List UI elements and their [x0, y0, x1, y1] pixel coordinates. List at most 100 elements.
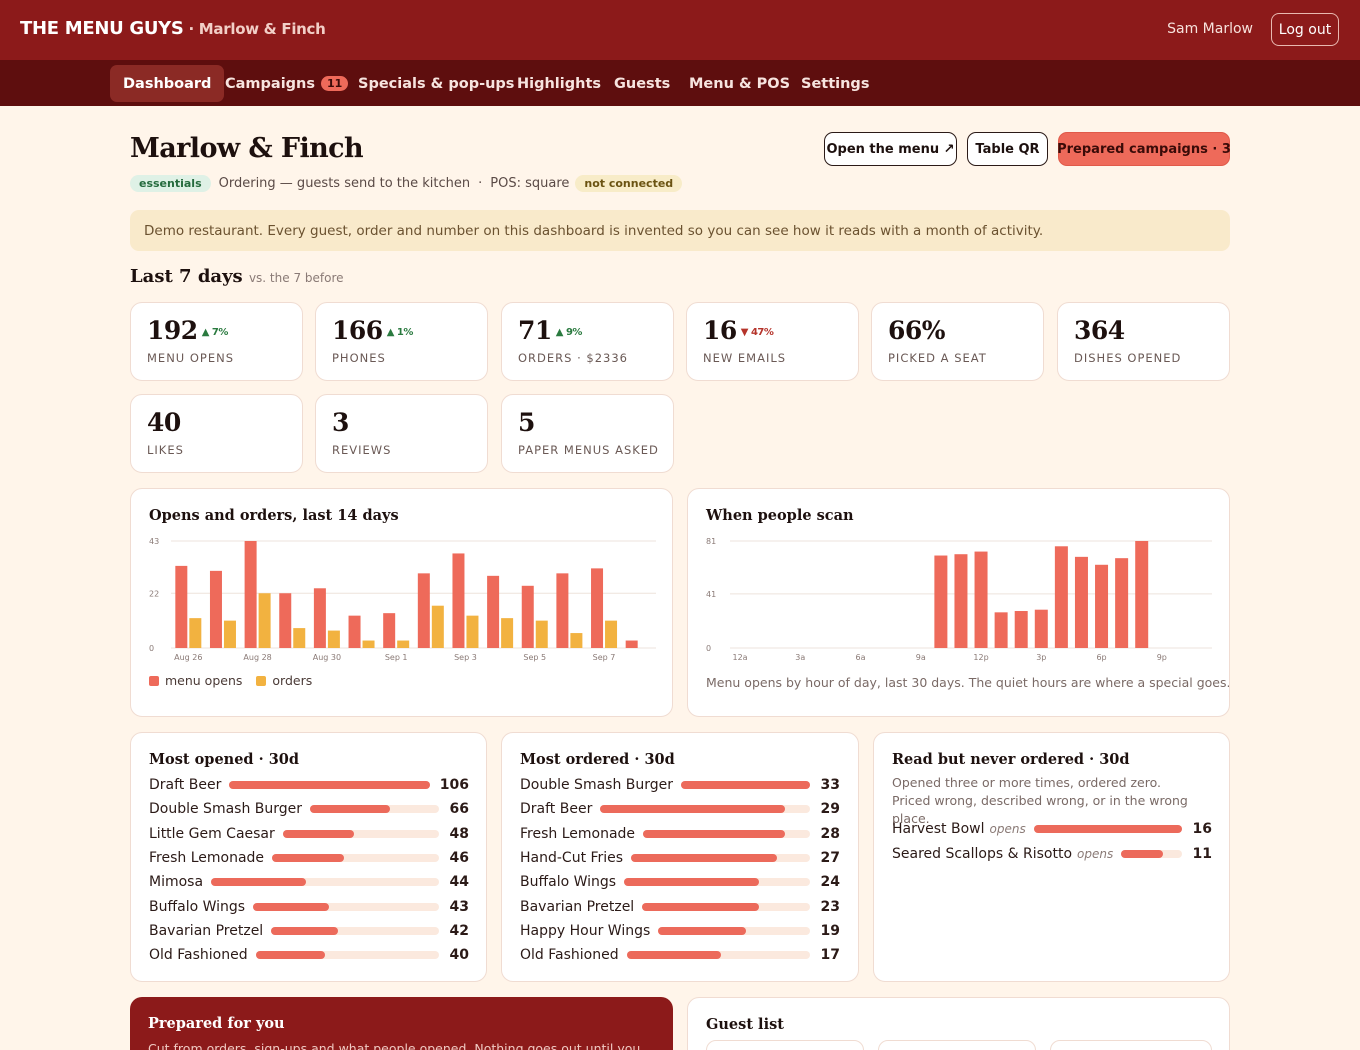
rank-row[interactable]: Old Fashioned 17 [520, 945, 840, 965]
bar-orders [397, 640, 410, 648]
x-tick-label: 6p [1096, 653, 1106, 662]
item-value: 42 [449, 922, 469, 939]
kpi-value: 66% [888, 316, 946, 345]
bar-menu-opens [1095, 564, 1109, 648]
rank-row[interactable]: Fresh Lemonade 28 [520, 824, 840, 844]
bar-menu-opens [175, 565, 188, 648]
value-bar-track [1121, 849, 1182, 858]
item-name: Fresh Lemonade [520, 825, 636, 842]
kpi-value: 71 [518, 316, 552, 345]
open-menu-button[interactable]: Open the menu ↗ [824, 132, 957, 166]
kpi-menu-opens: 192 ▲ 7% MENU OPENS [130, 302, 303, 381]
nav-guests[interactable]: Guests [601, 65, 683, 102]
rank-row[interactable]: Hand-Cut Fries 27 [520, 848, 840, 868]
restaurant-meta: essentials Ordering — guests send to the… [130, 173, 683, 193]
guest-list-item[interactable] [1050, 1040, 1212, 1050]
guest-list-item[interactable] [706, 1040, 864, 1050]
rank-row[interactable]: Double Smash Burger 33 [520, 775, 840, 795]
value-bar-fill [282, 829, 354, 838]
x-tick-label: 3a [795, 653, 805, 662]
bar-orders [501, 618, 514, 648]
value-bar-fill [1121, 849, 1163, 858]
rank-row[interactable]: Little Gem Caesar 48 [149, 824, 469, 844]
rank-row[interactable]: Seared Scallops & Risotto opens 11 [892, 844, 1212, 864]
opens-orders-card: Opens and orders, last 14 days 43 22 0 Aug … [130, 488, 673, 717]
value-bar-fill [681, 781, 810, 789]
bar-menu-opens [556, 573, 569, 648]
legend-label: menu opens [165, 673, 243, 688]
nav-label: Campaigns [225, 75, 316, 92]
rank-row[interactable]: Happy Hour Wings 19 [520, 921, 840, 941]
rank-row[interactable]: Draft Beer 106 [149, 775, 469, 795]
rank-row[interactable]: Mimosa 44 [149, 872, 469, 892]
nav-settings[interactable]: Settings [788, 65, 882, 102]
card-title: Most opened · 30d [149, 751, 300, 768]
guest-list-item[interactable] [878, 1040, 1036, 1050]
bar-menu-opens [313, 588, 326, 648]
rank-row[interactable]: Bavarian Pretzel 23 [520, 897, 840, 917]
kpi-label: PAPER MENUS ASKED [518, 443, 659, 457]
nav-menu-pos[interactable]: Menu & POS [676, 65, 803, 102]
value-bar-fill [229, 781, 430, 789]
nav-label: Menu & POS [689, 75, 791, 92]
kpi-picked-seat: 66% PICKED A SEAT [871, 302, 1044, 381]
x-tick-label: Sep 3 [454, 653, 477, 662]
nav-highlights[interactable]: Highlights [504, 65, 614, 102]
item-name: Hand-Cut Fries [520, 849, 624, 866]
item-value: 40 [449, 947, 469, 964]
card-title: Guest list [706, 1016, 784, 1033]
rank-row[interactable]: Fresh Lemonade 46 [149, 848, 469, 868]
item-name: Old Fashioned [149, 947, 248, 964]
bar-orders [327, 630, 340, 648]
kpi-new-emails: 16 ▼ 47% NEW EMAILS [686, 302, 859, 381]
most-ordered-card: Most ordered · 30d Double Smash Burger 33… [501, 732, 859, 982]
bar-menu-opens [209, 570, 222, 648]
item-value: 28 [820, 825, 840, 842]
kpi-label: DISHES OPENED [1074, 351, 1182, 365]
value-bar-fill [255, 951, 325, 960]
rank-row[interactable]: Bavarian Pretzel 42 [149, 921, 469, 941]
kpi-value: 364 [1074, 316, 1125, 345]
legend-menu-opens: menu opens [149, 673, 242, 688]
rank-row[interactable]: Old Fashioned 40 [149, 945, 469, 965]
nav-dashboard[interactable]: Dashboard [110, 65, 225, 102]
kpi-label: ORDERS · $2336 [518, 351, 629, 365]
bar-orders [570, 633, 583, 648]
nav-campaigns[interactable]: Campaigns 11 [212, 65, 361, 102]
kpi-delta: ▲ 7% [201, 327, 229, 338]
when-scan-card: When people scan 81 41 0 12a 3a 6a 9a 12p 3p 6p 9p… [687, 488, 1230, 717]
when-scan-chart: 81 41 0 12a 3a 6a 9a 12p 3p 6p 9p [706, 537, 1212, 662]
item-name: Draft Beer [149, 777, 222, 793]
item-value: 19 [820, 922, 840, 939]
rank-row[interactable]: Draft Beer 29 [520, 799, 840, 819]
value-bar-track [600, 805, 810, 814]
campaigns-count-badge: 11 [321, 76, 349, 91]
kpi-value: 40 [147, 408, 181, 437]
main-nav: Dashboard Campaigns 11 Specials & pop-ups… [0, 60, 1360, 106]
kpi-label: PICKED A SEAT [888, 351, 987, 365]
nav-label: Settings [801, 75, 870, 92]
pos-provider: POS: square [490, 175, 570, 191]
y-tick-label: 81 [706, 537, 716, 546]
rank-row[interactable]: Buffalo Wings 43 [149, 897, 469, 917]
nav-label: Dashboard [123, 75, 212, 92]
brand[interactable]: THE MENU GUYS · Marlow & Finch [20, 18, 326, 39]
x-tick-label: 12p [973, 653, 988, 662]
kpi-paper-menus: 5 PAPER MENUS ASKED [501, 394, 674, 473]
value-bar-track [642, 902, 810, 911]
table-qr-button[interactable]: Table QR [967, 132, 1048, 166]
value-bar-track [253, 902, 439, 911]
nav-specials[interactable]: Specials & pop-ups [345, 65, 527, 102]
logout-button[interactable]: Log out [1271, 13, 1339, 46]
item-value: 24 [820, 874, 840, 891]
rank-row[interactable]: Double Smash Burger 66 [149, 799, 469, 819]
nav-label: Specials & pop-ups [358, 75, 515, 92]
x-tick-label: 9a [916, 653, 926, 662]
rank-row[interactable]: Harvest Bowl opens 16 [892, 819, 1212, 839]
bar-menu-opens [383, 613, 396, 648]
bar-menu-opens [1014, 611, 1028, 648]
bar-menu-opens [487, 575, 500, 648]
rank-row[interactable]: Buffalo Wings 24 [520, 872, 840, 892]
bar-orders [466, 615, 479, 648]
prepared-campaigns-button[interactable]: Prepared campaigns · 3 [1057, 132, 1231, 166]
